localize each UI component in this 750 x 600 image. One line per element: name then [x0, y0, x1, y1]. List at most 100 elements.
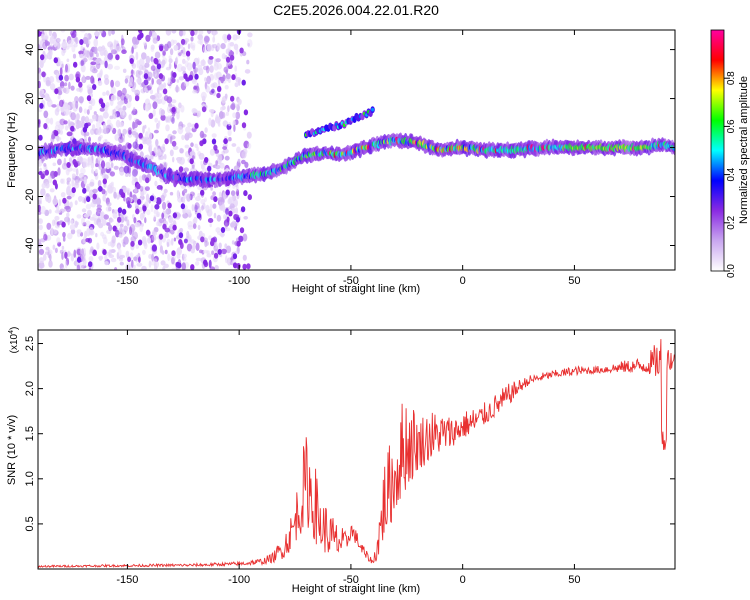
heatmap-cell	[233, 124, 236, 132]
heatmap-cell	[218, 242, 222, 249]
heatmap-cell	[67, 232, 73, 240]
heatmap-cell	[59, 208, 65, 213]
heatmap-cell	[45, 34, 49, 41]
heatmap-cell	[153, 214, 157, 221]
heatmap-cell	[111, 30, 115, 35]
heatmap-cell	[130, 236, 137, 243]
heatmap-cell	[135, 244, 139, 249]
heatmap-cell	[223, 138, 228, 145]
heatmap-cell	[225, 111, 229, 116]
heatmap-cell	[63, 87, 70, 94]
heatmap-cell	[144, 124, 147, 129]
heatmap-cell	[197, 193, 201, 198]
heatmap-cell	[136, 59, 140, 69]
heatmap-cell	[98, 185, 103, 192]
heatmap-cell	[97, 136, 102, 144]
heatmap-cell	[212, 44, 218, 49]
heatmap-cell	[162, 192, 167, 199]
heatmap-cell	[116, 194, 120, 200]
snr-panel: -150 -100 -50 0 50 0.5 1.0 1.5 2.0 2.5 Height of…	[6, 327, 676, 595]
heatmap-cell	[126, 219, 130, 227]
heatmap-cell	[122, 128, 127, 135]
heatmap-cell	[198, 30, 204, 36]
heatmap-cell	[182, 253, 187, 259]
heatmap-cell	[97, 180, 102, 187]
heatmap-cell	[211, 133, 217, 138]
heatmap-cell	[144, 103, 150, 112]
heatmap-cell	[204, 81, 208, 90]
heatmap-cell	[145, 55, 151, 65]
heatmap-cell	[204, 157, 209, 163]
snr-scale-label: (x104)	[8, 327, 20, 354]
heatmap-cell	[78, 106, 83, 113]
heatmap-cell	[220, 227, 226, 233]
colorbar-tick-label: 0.0	[726, 264, 737, 278]
heatmap-cell	[236, 146, 241, 154]
snr-y-label: SNR (10 * v/v)	[6, 415, 18, 485]
heatmap-cell	[74, 200, 78, 206]
heatmap-cell	[224, 93, 228, 99]
spectrogram-y-label: Frequency (Hz)	[6, 112, 18, 188]
heatmap-cell	[78, 50, 84, 55]
heatmap-cell	[48, 49, 53, 57]
heatmap-cell	[139, 185, 144, 192]
heatmap-cell	[134, 177, 138, 183]
heatmap-cell	[49, 76, 55, 83]
heatmap-cell	[150, 65, 156, 71]
heatmap-cell	[227, 129, 232, 137]
heatmap-cell	[45, 117, 51, 124]
heatmap-cell	[115, 54, 120, 61]
snr-x-label: Height of straight line (km)	[292, 583, 420, 595]
heatmap-cell	[209, 203, 213, 211]
heatmap-cell	[78, 81, 83, 88]
heatmap-cell	[128, 114, 132, 121]
heatmap-cell	[154, 117, 158, 123]
heatmap-cell	[162, 201, 167, 210]
spectrogram-cells	[38, 30, 675, 270]
heatmap-cell	[167, 77, 171, 85]
heatmap-cell	[95, 58, 101, 64]
heatmap-cell	[86, 183, 91, 190]
heatmap-cell	[185, 126, 191, 133]
heatmap-cell	[187, 220, 193, 228]
heatmap-cell	[82, 236, 86, 244]
heatmap-cell	[75, 168, 79, 176]
heatmap-cell	[148, 254, 153, 259]
heatmap-cell	[146, 139, 151, 145]
heatmap-cell	[54, 124, 60, 132]
heatmap-cell	[101, 218, 107, 226]
colorbar-tick-label: 0.8	[726, 71, 737, 85]
heatmap-cell	[226, 245, 232, 254]
heatmap-cell	[236, 189, 240, 197]
heatmap-cell	[125, 75, 131, 79]
heatmap-cell	[106, 202, 112, 207]
heatmap-cell	[187, 132, 193, 139]
heatmap-cell	[61, 162, 68, 170]
heatmap-cell	[224, 155, 230, 161]
heatmap-cell	[239, 227, 245, 234]
heatmap-cell	[152, 109, 156, 117]
heatmap-cell	[164, 138, 169, 145]
heatmap-cell	[217, 86, 222, 92]
heatmap-cell	[183, 80, 190, 87]
heatmap-cell	[208, 259, 212, 269]
heatmap-cell	[71, 178, 75, 187]
y-tick-label: 2.0	[24, 381, 36, 396]
heatmap-cell	[133, 188, 138, 193]
heatmap-cell	[167, 202, 172, 209]
heatmap-cell	[212, 203, 217, 209]
heatmap-cell	[99, 60, 106, 65]
heatmap-cell	[165, 116, 169, 123]
heatmap-cell	[217, 153, 223, 162]
heatmap-cell	[241, 150, 247, 159]
heatmap-cell	[72, 53, 77, 59]
heatmap-cell	[41, 71, 46, 78]
heatmap-cell	[60, 30, 66, 33]
heatmap-cell	[169, 48, 174, 56]
heatmap-cell	[211, 250, 215, 255]
heatmap-cell	[210, 240, 215, 247]
heatmap-cell	[145, 229, 151, 236]
heatmap-cell	[142, 205, 147, 212]
heatmap-cell	[66, 131, 73, 137]
heatmap-cell	[162, 50, 166, 56]
